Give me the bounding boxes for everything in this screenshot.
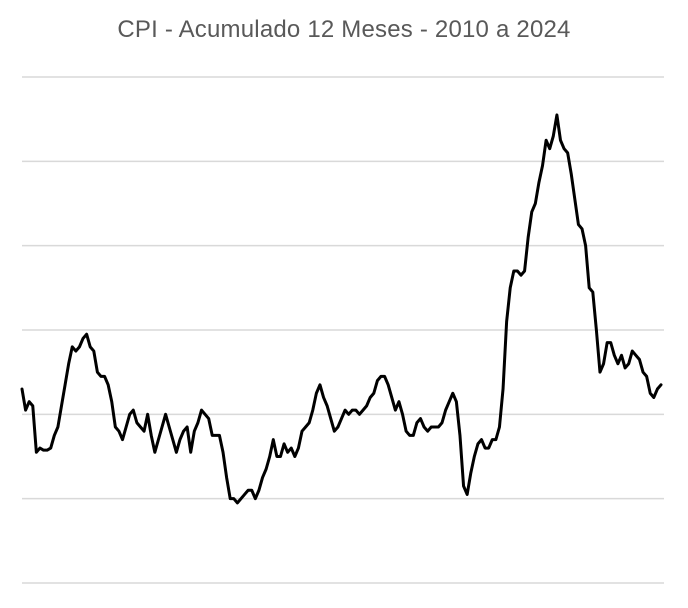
chart-title: CPI - Acumulado 12 Meses - 2010 a 2024: [117, 16, 571, 43]
cpi-series-line: [20, 113, 663, 505]
